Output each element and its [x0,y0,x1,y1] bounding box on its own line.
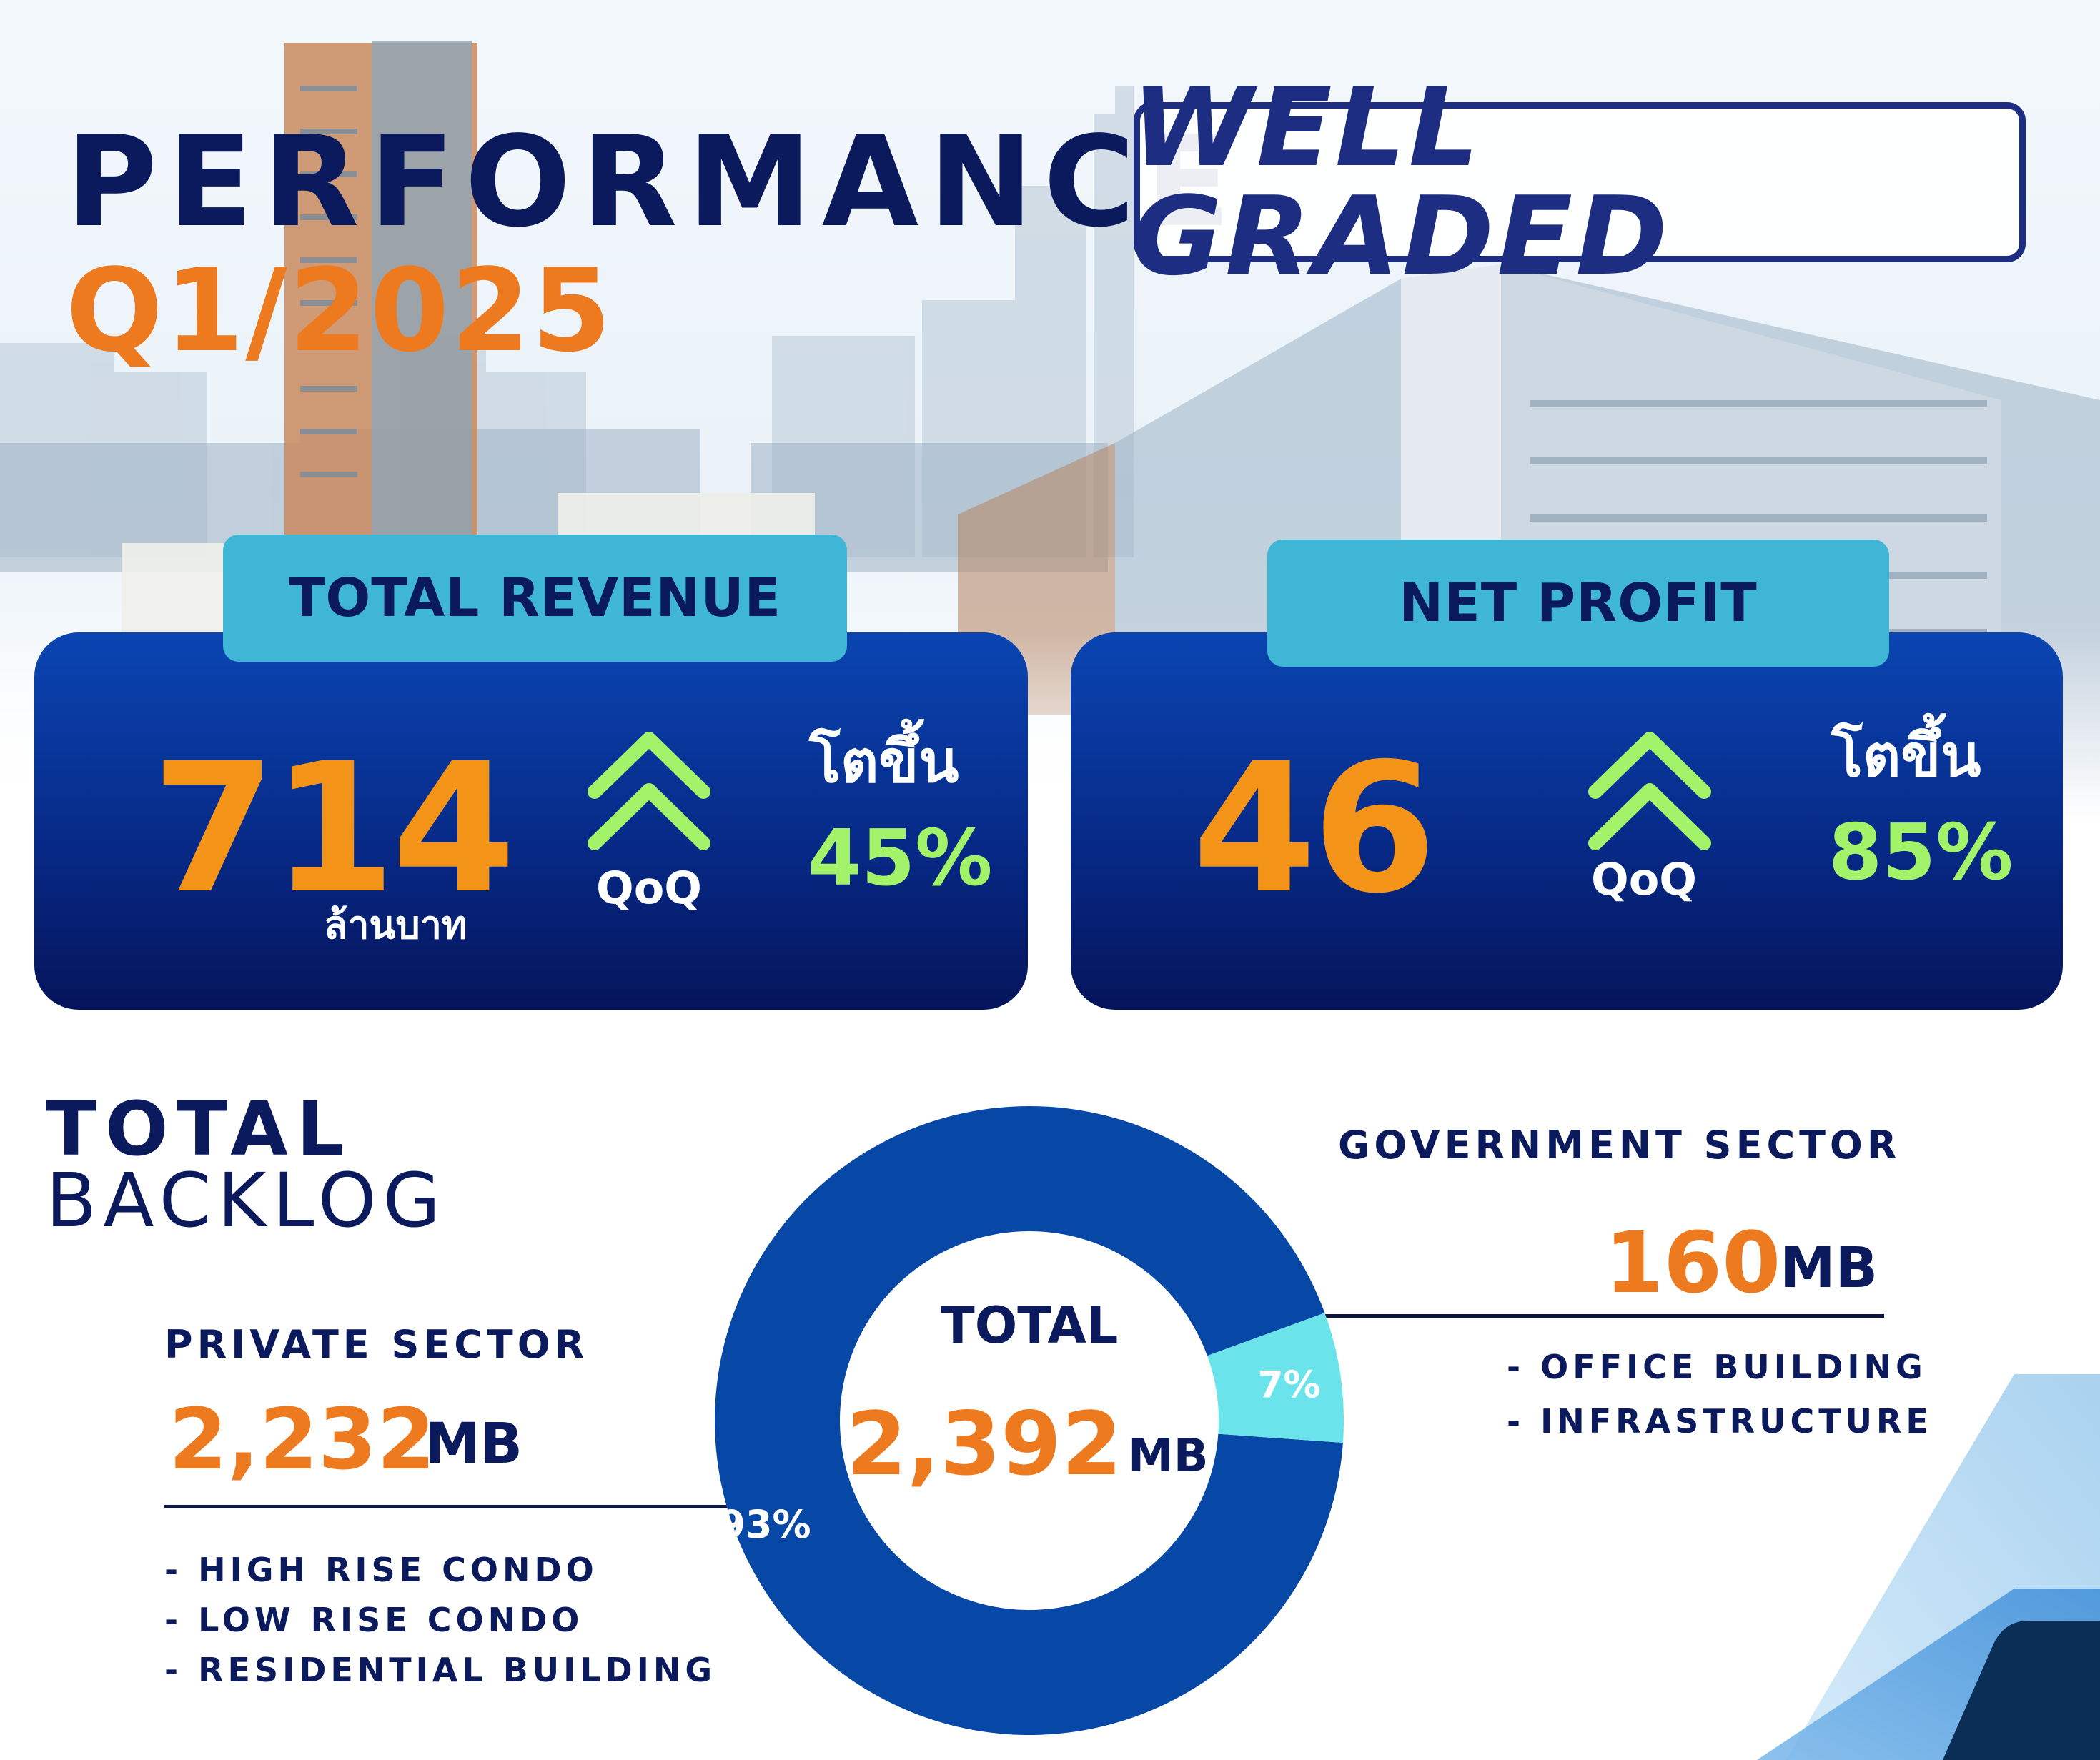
net-profit-value: 46 [1192,725,1437,933]
donut-slice-private [715,1106,1343,1735]
government-sector-title: GOVERNMENT SECTOR [1338,1123,1901,1168]
revenue-value: 714 [152,725,516,933]
private-sector-title: PRIVATE SECTOR [164,1322,589,1367]
growth-chevron-up-icon [1588,732,1711,850]
private-sector-item: - LOW RISE CONDO [164,1601,584,1639]
government-sector-item: - OFFICE BUILDING [1507,1348,1927,1386]
private-sector-item: - HIGH RISE CONDO [164,1551,598,1589]
backlog-title-line2: BACKLOG [46,1157,447,1244]
net-profit-card [1071,632,2063,1010]
backlog-title-line1: TOTAL [46,1085,352,1173]
brand-logo-text: WELL GRADED [1131,64,1671,299]
revenue-unit: ล้านบาท [324,903,467,948]
private-sector-item: - RESIDENTIAL BUILDING [164,1651,717,1689]
revenue-growth-value: 45% [808,814,993,903]
page-title: PERFORMANCE [66,110,1241,255]
corner-decoration [1757,1374,2100,1760]
donut-center-unit: MB [1128,1430,1209,1483]
net-profit-growth-label: โตขึ้น [1831,722,1981,790]
revenue-growth-label: โตขึ้น [809,728,959,796]
private-sector-leader-line [164,1505,728,1508]
net-profit-comparison-label: QoQ [1591,853,1698,905]
private-sector-unit: MB [425,1412,523,1476]
growth-chevron-up-icon [588,732,710,850]
donut-center-label: TOTAL [941,1296,1119,1355]
government-sector-leader-line [1324,1314,1884,1318]
backlog-donut-chart: 93% 7% [715,1106,1344,1735]
revenue-card [34,632,1028,1010]
government-sector-value: 160 [1605,1213,1781,1312]
net-profit-card-title: NET PROFIT [1267,540,1889,667]
government-sector-unit: MB [1780,1236,1878,1301]
donut-label-government-percent: 7% [1257,1364,1320,1407]
donut-slice-government [1207,1313,1344,1443]
net-profit-growth-value: 85% [1828,808,2014,898]
revenue-card-title: TOTAL REVENUE [223,535,847,662]
period-label: Q1/2025 [66,244,613,377]
brand-logo-box: WELL GRADED [1131,74,2026,291]
revenue-comparison-label: QoQ [596,862,703,914]
private-sector-value: 2,232 [169,1390,436,1488]
donut-label-private-percent: 93% [718,1502,811,1547]
government-sector-item: - INFRASTRUCTURE [1507,1402,1933,1441]
donut-center-value: 2,392 [846,1393,1122,1495]
